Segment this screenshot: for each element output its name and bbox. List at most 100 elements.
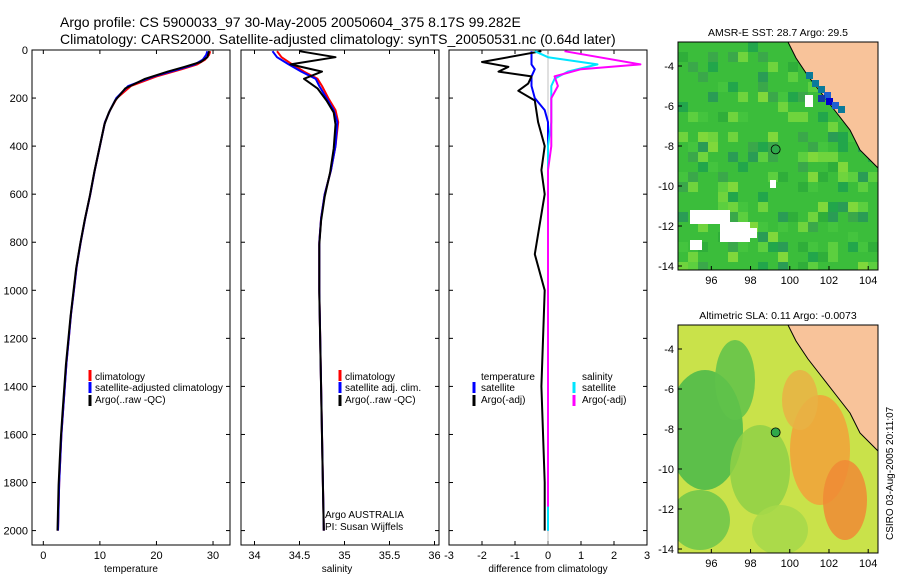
sla-ytick-label: -8	[664, 424, 674, 436]
sst-cell	[848, 202, 858, 212]
sst-cell	[688, 142, 698, 152]
difference-lines	[481, 50, 642, 531]
sla-ytick-label: -10	[658, 464, 674, 476]
ytick-label: 400	[10, 141, 28, 153]
sst-cell	[718, 172, 728, 182]
sst-cell	[828, 202, 838, 212]
sst-cell	[788, 212, 798, 222]
ytick-label: 800	[10, 237, 28, 249]
sst-cell	[818, 172, 828, 182]
sla-xtick-label: 98	[744, 558, 756, 570]
sst-cell	[738, 162, 748, 172]
sst-cell	[798, 222, 808, 232]
sst-cell	[828, 242, 838, 252]
sst-cell	[748, 42, 758, 52]
sal-xtick-label: 36	[428, 550, 440, 562]
sst-missing-patch	[745, 228, 757, 238]
difference-xlabel: difference from climatology	[488, 564, 607, 575]
sst-map-field	[678, 42, 878, 270]
temperature-plot-frame	[31, 49, 231, 546]
ytick-label: 1800	[4, 478, 28, 490]
sst-cell	[858, 262, 868, 270]
sst-cell	[688, 112, 698, 122]
sst-cell	[698, 112, 708, 122]
sst-cold-cell	[806, 72, 813, 79]
sst-cold-cell	[826, 98, 833, 105]
sst-map-title: AMSR-E SST: 28.7 Argo: 29.5	[708, 27, 848, 39]
sst-missing-patch	[805, 95, 813, 107]
sst-cell	[708, 162, 718, 172]
sst-cell	[808, 172, 818, 182]
temperature-xlabel: temperature	[104, 564, 158, 575]
sst-cell	[718, 82, 728, 92]
sst-cell	[708, 62, 718, 72]
sst-cell	[788, 92, 798, 102]
diff-xtick-label: 0	[545, 550, 551, 562]
series-line-diff-salinity-argo-adj	[547, 50, 642, 507]
sla-blob	[752, 505, 808, 553]
sst-ytick-label: -14	[658, 261, 674, 273]
sst-cell	[688, 182, 698, 192]
salinity-lines	[271, 50, 340, 531]
sst-ytick-label: -4	[664, 61, 674, 73]
sla-profile-marker	[770, 427, 781, 438]
sst-cell	[688, 152, 698, 162]
sst-cell	[728, 132, 738, 142]
sst-cell	[788, 62, 798, 72]
sla-ytick-label: -14	[658, 544, 674, 556]
sst-cell	[748, 222, 758, 232]
sst-cell	[758, 222, 768, 232]
sst-cell	[728, 112, 738, 122]
sst-cell	[768, 152, 778, 162]
sst-cell	[758, 242, 768, 252]
sst-cell	[728, 252, 738, 262]
sst-cell	[678, 102, 688, 112]
sst-cell	[858, 182, 868, 192]
sst-xtick-label: 98	[744, 275, 756, 287]
sst-cell	[798, 182, 808, 192]
sla-blob	[715, 340, 755, 420]
sst-cold-cell	[818, 86, 825, 93]
ytick-label: 1000	[4, 285, 28, 297]
sst-cell	[828, 212, 838, 222]
salinity-ticks: 34 34.5 35 35.5 36	[241, 49, 441, 562]
sst-cell	[828, 252, 838, 262]
sst-map-ticks: 96 98 100 102 104 -4 -6 -8 -10 -12 -14	[658, 61, 877, 287]
legend-label-temp-argo: Argo(-adj)	[481, 395, 525, 406]
diff-xtick-label: 1	[578, 550, 584, 562]
sst-cell	[778, 102, 788, 112]
diff-xtick-label: -3	[444, 550, 454, 562]
diff-xtick-label: 3	[644, 550, 650, 562]
sst-cell	[778, 262, 788, 270]
sst-cell	[778, 212, 788, 222]
diff-xtick-label: 2	[611, 550, 617, 562]
sst-cell	[818, 252, 828, 262]
salinity-legend: climatology satellite adj. clim. Argo(..…	[338, 370, 421, 406]
series-line-temp-argo-raw-qc	[56, 50, 211, 531]
sst-cell	[678, 172, 688, 182]
sla-blob	[678, 490, 730, 550]
sst-cell	[698, 72, 708, 82]
sst-cell	[808, 152, 818, 162]
sst-cell	[748, 152, 758, 162]
temp-xtick-label: 30	[207, 550, 219, 562]
sla-xtick-label: 96	[705, 558, 717, 570]
difference-panel: -3 -2 -1 0 1 2 3 temperature satellite Argo(-a…	[444, 49, 650, 575]
salinity-annotation-2: PI: Susan Wijffels	[325, 522, 403, 533]
sla-blob	[782, 370, 818, 430]
legend-label-argo: Argo(..raw -QC)	[95, 395, 166, 406]
sal-xtick-label: 34	[248, 550, 260, 562]
temperature-panel: 0 10 20 30 0 200 400 600 800 1000 1200 1400 1600 1800…	[4, 45, 231, 575]
sst-cell	[868, 172, 878, 182]
salinity-plot-frame	[240, 49, 440, 546]
sst-cell	[678, 52, 688, 62]
sst-cell	[738, 212, 748, 222]
sst-cold-cell	[818, 95, 825, 102]
sst-xtick-label: 104	[859, 275, 877, 287]
sst-cell	[688, 262, 698, 270]
sst-cell	[868, 242, 878, 252]
sst-cell	[798, 162, 808, 172]
sst-cell	[758, 52, 768, 62]
sst-missing-patch	[720, 222, 750, 242]
sst-cell	[768, 232, 778, 242]
